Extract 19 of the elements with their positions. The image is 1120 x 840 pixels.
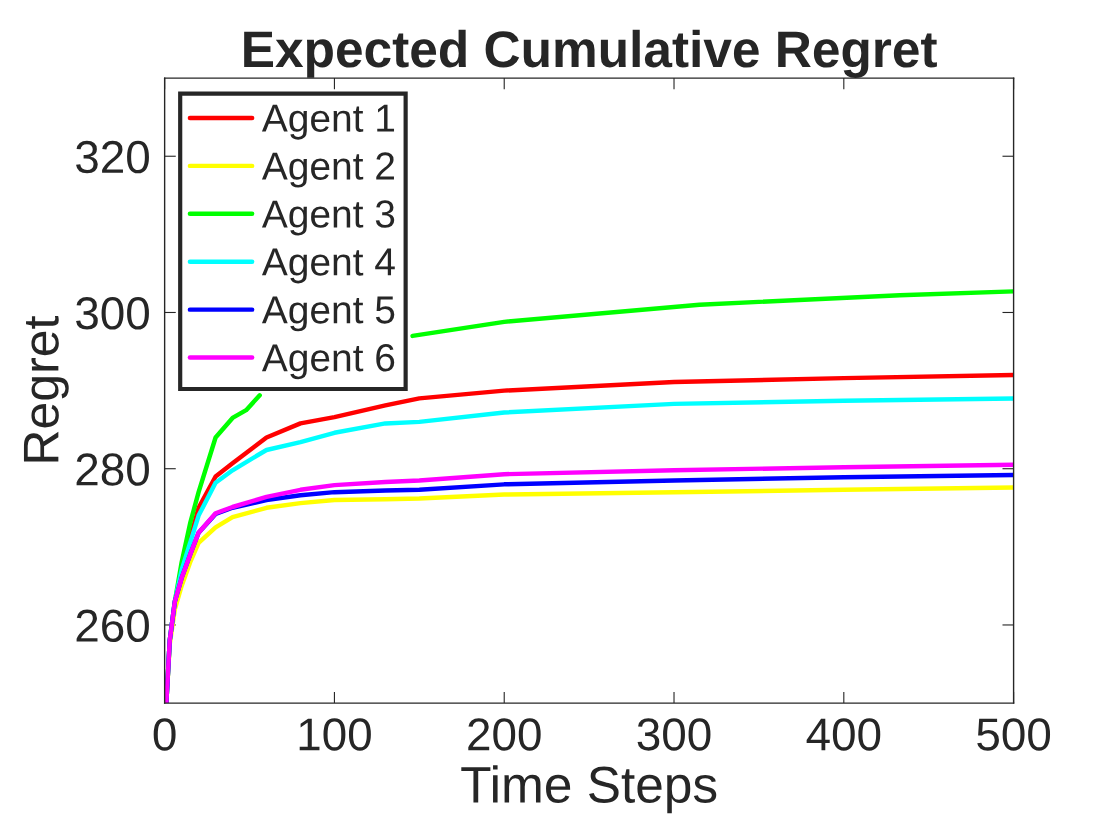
x-tick-label: 100 [299,718,371,751]
chart-title: Expected Cumulative Regret [244,29,937,78]
x-tick-label: 0 [153,718,176,751]
x-axis-title: Time Steps [461,765,717,814]
y-tick-label: 260 [76,609,149,643]
x-tick-label: 500 [977,718,1051,751]
legend-label: Agent 5 [261,296,395,332]
legend-label: Agent 2 [261,152,394,188]
y-tick-label: 320 [76,140,149,174]
legend-label: Agent 6 [261,344,395,380]
x-tick-label: 400 [806,718,881,751]
y-axis-title: Regret [23,315,69,462]
legend-label: Agent 1 [261,104,395,140]
y-tick-label: 280 [76,453,149,486]
x-tick-label: 300 [637,718,711,751]
legend-label: Agent 3 [261,200,395,236]
legend-label: Agent 4 [261,248,395,284]
x-tick-label: 200 [468,718,541,751]
y-tick-label: 300 [76,297,149,330]
